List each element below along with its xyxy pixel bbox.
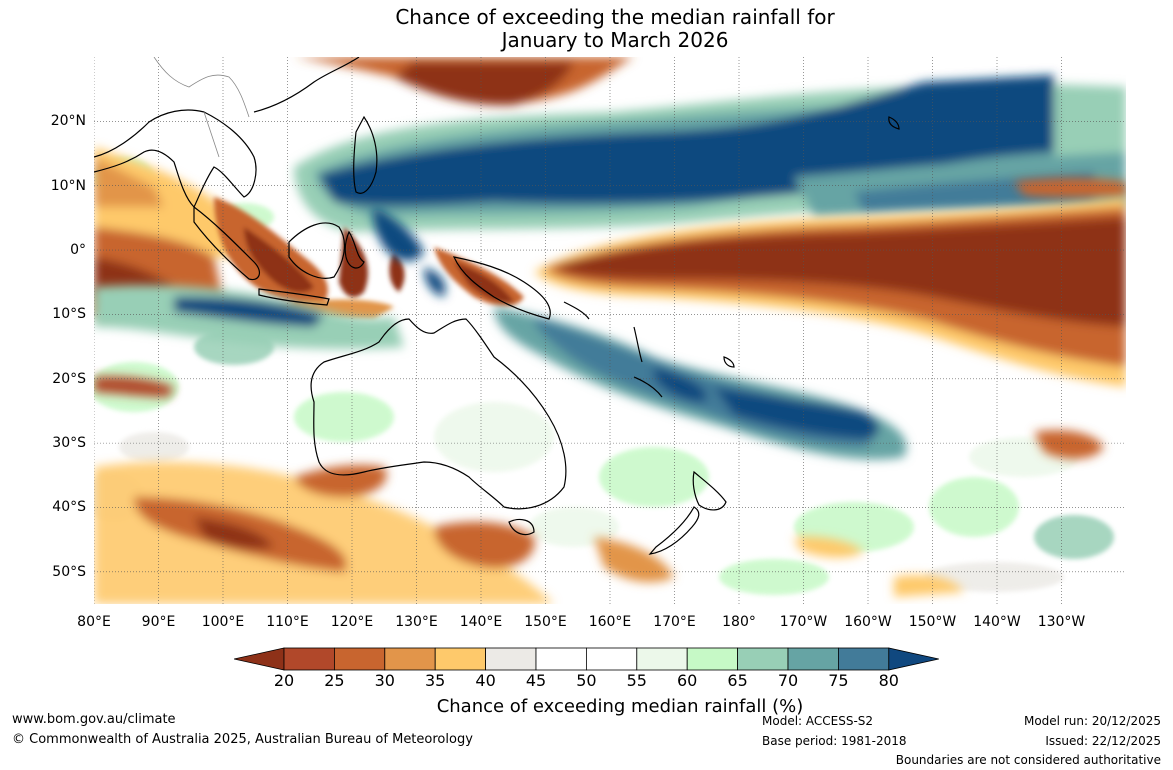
- longitude-label: 110°E: [266, 614, 309, 630]
- colorbar-tick-label: 70: [777, 671, 799, 690]
- colorbar-tick-label: 35: [425, 671, 446, 690]
- latitude-label: 30°S: [52, 435, 86, 452]
- latitude-label: 10°S: [52, 306, 86, 323]
- colorbar-segment: [686, 647, 739, 671]
- longitude-label: 150°W: [908, 614, 957, 630]
- colorbar-segment: [787, 647, 839, 671]
- model-run-date: Model run: 20/12/2025: [1023, 714, 1161, 728]
- colorbar-segment: [535, 647, 587, 671]
- longitude-label: 90°E: [141, 614, 176, 630]
- colorbar: [234, 647, 939, 671]
- southern-dry-patches: [94, 376, 1104, 604]
- colorbar-tick-label: 65: [727, 671, 748, 690]
- colorbar-segment: [737, 647, 789, 671]
- new-zealand-north-coastline: [692, 470, 727, 511]
- longitude-label: 160°W: [844, 614, 892, 630]
- fiji-coastline: [723, 356, 735, 368]
- solomon-islands-coastline: [563, 301, 590, 320]
- colorbar-tick-label: 60: [677, 671, 698, 690]
- colorbar-tick-label: 80: [878, 671, 899, 690]
- longitude-label: 130°W: [1037, 614, 1086, 630]
- colorbar-segment: [384, 647, 436, 671]
- longitude-label: 140°W: [973, 614, 1021, 630]
- longitude-label: 130°E: [395, 614, 438, 630]
- vanuatu-coastline: [633, 326, 643, 363]
- boundaries-disclaimer: Boundaries are not considered authoritat…: [895, 753, 1161, 767]
- colorbar-segment: [485, 647, 537, 671]
- longitude-label: 180°: [722, 614, 756, 630]
- latitude-label: 20°S: [52, 370, 86, 387]
- coastlines: [94, 57, 900, 555]
- colorbar-tick-label: 20: [273, 671, 295, 690]
- colorbar-tick-label: 30: [374, 671, 395, 690]
- longitude-label: 120°E: [330, 614, 374, 630]
- longitude-label: 100°E: [201, 614, 245, 630]
- model-name: Model: ACCESS-S2: [762, 714, 874, 728]
- tasmania-coastline: [508, 518, 535, 536]
- java-coastline: [258, 288, 330, 306]
- south-pacific-wet-band: [94, 207, 907, 460]
- colorbar-segment: [636, 647, 688, 671]
- colorbar-segments: [234, 647, 939, 671]
- latitude-label: 40°S: [52, 499, 86, 516]
- colorbar-tick-label: 50: [576, 671, 597, 690]
- colorbar-segment: [334, 647, 386, 671]
- colorbar-max-arrow: [888, 647, 939, 671]
- new-caledonia-coastline: [633, 376, 663, 398]
- sumatra-coastline: [193, 205, 261, 281]
- colorbar-segment: [283, 647, 335, 671]
- base-period: Base period: 1981-2018: [762, 734, 907, 748]
- longitude-label: 80°E: [77, 614, 111, 630]
- longitude-label: 160°E: [588, 614, 632, 630]
- colorbar-segment: [838, 647, 890, 671]
- map-canvas: [94, 57, 1126, 604]
- longitude-label: 170°W: [779, 614, 828, 630]
- asia-coastline: [94, 57, 360, 209]
- rainfall-outlook-map: [94, 57, 1126, 604]
- colorbar-tick-label: 40: [475, 671, 496, 690]
- longitude-label: 140°E: [459, 614, 503, 630]
- colorbar-segment: [585, 647, 638, 671]
- equatorial-dry-tongue: [534, 197, 1126, 387]
- latitude-label: 50°S: [52, 563, 86, 580]
- latitude-label: 0°: [70, 242, 86, 259]
- colorbar-segment: [434, 647, 486, 671]
- map-title-line-1: Chance of exceeding the median rainfall …: [395, 5, 835, 29]
- country-borders: [153, 57, 250, 158]
- colorbar-tick-label: 75: [828, 671, 849, 690]
- borneo-coastline: [288, 222, 346, 279]
- colorbar-title: Chance of exceeding median rainfall (%): [436, 696, 804, 717]
- longitude-label: 150°E: [524, 614, 567, 630]
- latitude-label: 20°N: [50, 113, 86, 130]
- new-zealand-south-coastline: [648, 506, 700, 555]
- latitude-label: 10°N: [50, 177, 86, 194]
- philippines-coastline: [353, 115, 378, 194]
- colorbar-tick-label: 55: [626, 671, 647, 690]
- map-title-line-2: January to March 2026: [501, 28, 729, 52]
- new-guinea-coastline: [452, 256, 551, 320]
- copyright-notice: © Commonwealth of Australia 2025, Austra…: [12, 732, 473, 747]
- colorbar-min-arrow: [234, 647, 285, 671]
- hawaii-coastline: [888, 116, 900, 130]
- sulawesi-coastline: [344, 230, 365, 269]
- longitude-label: 170°E: [653, 614, 696, 630]
- map-gridlines: [94, 57, 1126, 604]
- australia-coastline: [310, 318, 567, 510]
- colorbar-tick-label: 45: [525, 671, 547, 690]
- colorbar-tick-label: 25: [324, 671, 345, 690]
- bom-website-link[interactable]: www.bom.gov.au/climate: [12, 712, 176, 727]
- issued-date: Issued: 22/12/2025: [1045, 734, 1161, 748]
